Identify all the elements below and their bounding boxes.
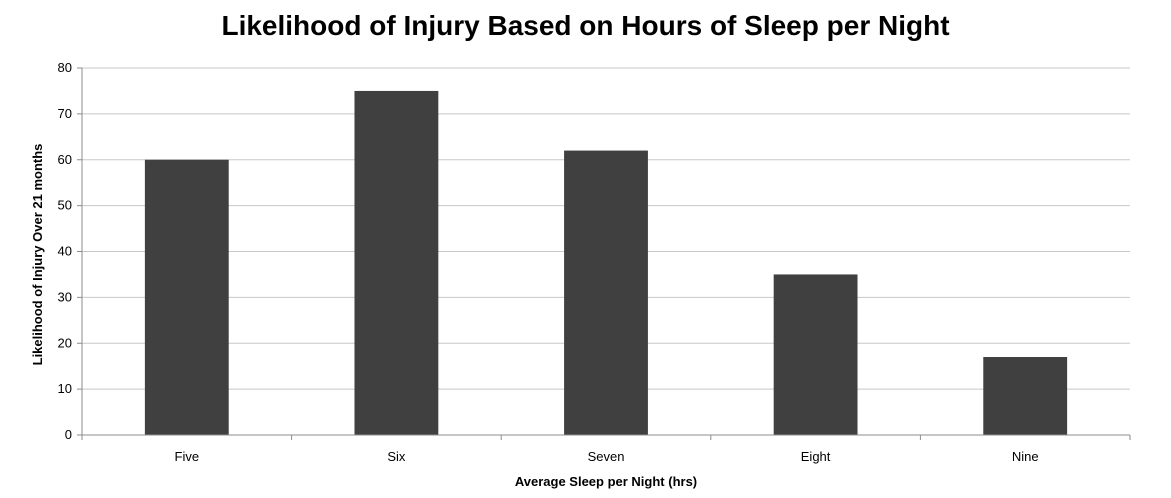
bar-five	[144, 159, 229, 435]
y-tick-label: 50	[58, 198, 72, 213]
tick-labels: 0 10 20 30 40 50 60 70 80 Five Six Seven Eight Nine	[58, 60, 1039, 464]
y-tick-label: 10	[58, 381, 72, 396]
x-tick-label: Five	[175, 449, 200, 464]
y-axis-label: Likelihood of Injury Over 21 months	[30, 144, 45, 366]
x-axis-label: Average Sleep per Night (hrs)	[515, 474, 697, 489]
y-tick-label: 70	[58, 106, 72, 121]
x-tick-label: Nine	[1012, 449, 1039, 464]
axes	[77, 67, 1131, 440]
y-tick-label: 0	[65, 427, 72, 442]
bar-seven	[564, 150, 648, 435]
x-tick-label: Six	[387, 449, 406, 464]
y-tick-label: 20	[58, 335, 72, 350]
y-tick-label: 40	[58, 244, 72, 259]
bars	[144, 90, 1068, 435]
y-tick-label: 30	[58, 289, 72, 304]
x-tick-label: Seven	[588, 449, 625, 464]
bar-six	[354, 90, 439, 435]
y-tick-label: 80	[58, 60, 72, 75]
bar-eight	[773, 274, 858, 435]
x-tick-label: Eight	[801, 449, 831, 464]
y-tick-label: 60	[58, 152, 72, 167]
bar-nine	[983, 357, 1068, 435]
chart-title: Likelihood of Injury Based on Hours of S…	[221, 10, 950, 41]
